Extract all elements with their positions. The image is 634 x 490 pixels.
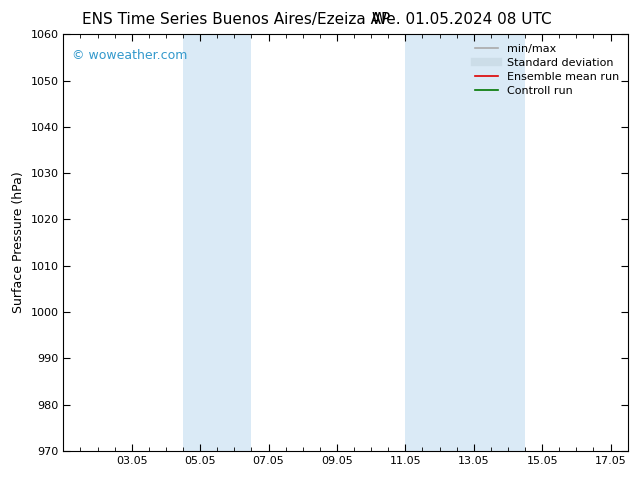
Y-axis label: Surface Pressure (hPa): Surface Pressure (hPa) — [12, 172, 25, 314]
Text: © woweather.com: © woweather.com — [72, 49, 187, 62]
Bar — [474, 34, 525, 451]
Text: ENS Time Series Buenos Aires/Ezeiza AP: ENS Time Series Buenos Aires/Ezeiza AP — [82, 12, 391, 27]
Text: We. 01.05.2024 08 UTC: We. 01.05.2024 08 UTC — [372, 12, 552, 27]
Legend: min/max, Standard deviation, Ensemble mean run, Controll run: min/max, Standard deviation, Ensemble me… — [471, 39, 623, 101]
Bar — [405, 34, 474, 451]
Bar — [183, 34, 252, 451]
